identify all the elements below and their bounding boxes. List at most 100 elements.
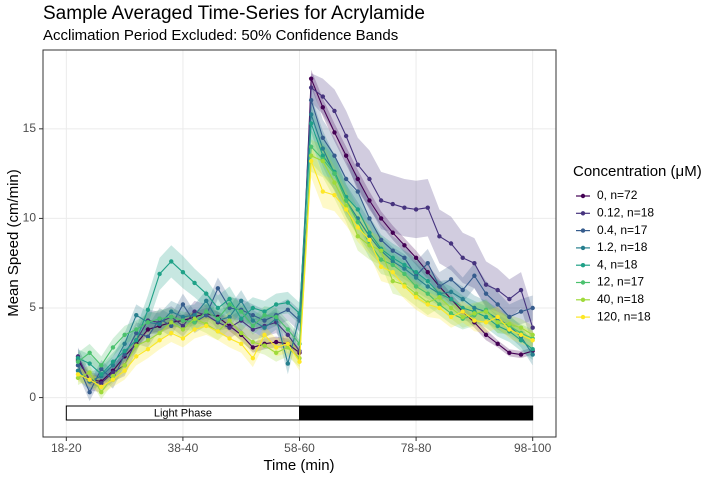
data-point (250, 318, 256, 323)
chart-subtitle: Acclimation Period Excluded: 50% Confide… (43, 27, 398, 44)
data-point (448, 314, 454, 320)
data-point (437, 295, 442, 300)
data-point (75, 375, 81, 381)
data-point (169, 259, 174, 264)
data-point (75, 368, 81, 373)
data-point (343, 203, 349, 209)
data-point (122, 363, 127, 368)
plot-border (42, 49, 557, 438)
data-point (367, 234, 372, 239)
data-point (390, 278, 395, 284)
data-point (134, 343, 139, 348)
data-point (204, 298, 209, 304)
data-point (157, 330, 162, 336)
data-point (250, 312, 256, 318)
legend-label: 0.12, n=18 (597, 205, 654, 219)
data-point (460, 287, 465, 293)
data-point (192, 312, 197, 318)
data-point (180, 302, 186, 307)
data-point (518, 309, 524, 314)
data-point (355, 176, 360, 182)
series-line (77, 160, 533, 388)
data-point (180, 323, 186, 329)
x-tick-label: 38-40 (168, 441, 199, 455)
data-point (110, 345, 116, 350)
data-point (355, 207, 360, 212)
data-point (425, 205, 430, 210)
data-point (332, 108, 337, 114)
data-point (483, 282, 489, 287)
data-point (262, 312, 267, 318)
data-point (530, 325, 535, 330)
legend-dot (580, 193, 586, 199)
y-tick-label: 15 (23, 121, 37, 135)
data-point (378, 264, 384, 269)
data-point (110, 377, 116, 382)
data-point (448, 241, 454, 246)
data-point (495, 320, 500, 325)
data-point (402, 205, 407, 210)
data-point (320, 105, 326, 110)
legend-dot (580, 245, 586, 251)
data-point (250, 345, 256, 350)
y-tick-label: 0 (29, 390, 36, 404)
data-point (320, 153, 326, 158)
data-point (320, 158, 326, 164)
data-point (495, 302, 500, 307)
legend-label: 12, n=17 (597, 275, 644, 289)
data-point (169, 314, 174, 320)
data-point (285, 341, 291, 347)
data-point (483, 314, 489, 320)
data-point (460, 309, 465, 314)
data-point (507, 321, 512, 327)
legend-dot (580, 280, 586, 285)
data-point (110, 373, 116, 379)
data-point (367, 176, 372, 182)
data-point (169, 309, 174, 314)
data-point (507, 296, 512, 302)
data-point (87, 350, 92, 355)
data-point (378, 198, 384, 203)
data-point (518, 287, 524, 293)
data-point (273, 339, 279, 345)
data-point (413, 284, 419, 289)
data-point (227, 318, 232, 323)
data-point (192, 280, 197, 286)
data-point (262, 318, 267, 323)
data-point (390, 255, 395, 261)
data-point (122, 341, 127, 347)
data-point (320, 94, 326, 99)
data-point (215, 316, 221, 321)
data-point (122, 332, 127, 338)
legend-dot (580, 228, 586, 233)
data-point (378, 237, 384, 243)
data-point (320, 135, 326, 140)
data-point (390, 248, 395, 253)
data-point (122, 348, 127, 354)
chart-title: Sample Averaged Time-Series for Acrylami… (43, 3, 425, 24)
data-point (227, 325, 232, 330)
data-point (308, 85, 314, 90)
data-point (495, 314, 500, 320)
data-point (402, 262, 407, 268)
data-point (99, 381, 104, 386)
data-point (355, 162, 360, 167)
data-point (134, 330, 139, 336)
data-point (157, 316, 162, 321)
data-point (273, 350, 279, 355)
data-point (367, 198, 372, 203)
data-point (308, 121, 314, 126)
data-point (402, 255, 407, 261)
data-point (262, 309, 267, 314)
data-point (460, 296, 465, 302)
data-point (367, 216, 372, 221)
data-point (425, 261, 430, 266)
data-point (239, 316, 244, 321)
data-point (437, 291, 442, 296)
data-point (495, 287, 500, 293)
data-point (134, 327, 139, 332)
data-point (367, 237, 372, 243)
data-point (273, 314, 279, 320)
data-point (332, 180, 337, 185)
